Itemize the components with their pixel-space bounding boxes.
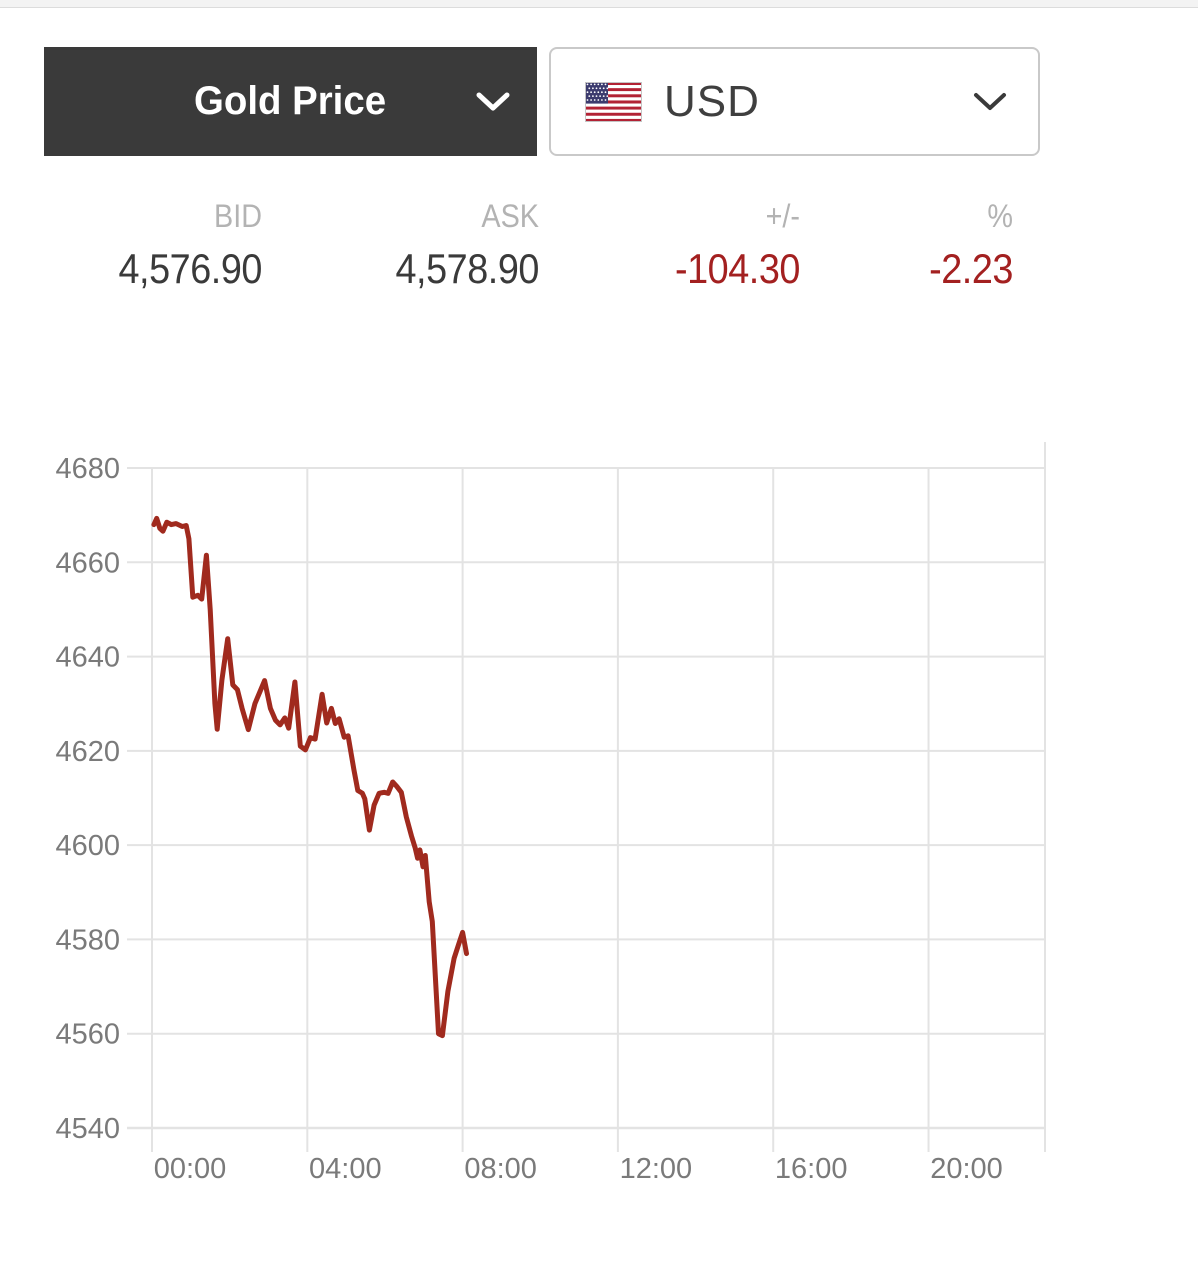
svg-text:4680: 4680 bbox=[55, 453, 120, 485]
price-chart: 4680 4660 4640 4620 4600 4580 4560 4540 00:00 04:… bbox=[55, 442, 1046, 1185]
svg-text:4660: 4660 bbox=[55, 547, 120, 579]
bid-value: 4,576.90 bbox=[118, 245, 262, 292]
svg-text:4580: 4580 bbox=[55, 924, 120, 956]
currency-select-button[interactable]: USD bbox=[549, 47, 1040, 156]
top-strip bbox=[0, 0, 1198, 8]
svg-text:12:00: 12:00 bbox=[620, 1153, 693, 1185]
svg-text:20:00: 20:00 bbox=[930, 1153, 1003, 1185]
ask-column: ASK 4,578.90 bbox=[262, 196, 539, 294]
percent-column: % -2.23 bbox=[800, 196, 1013, 294]
svg-text:16:00: 16:00 bbox=[775, 1153, 848, 1185]
ask-label: ASK bbox=[481, 198, 539, 234]
svg-text:4620: 4620 bbox=[55, 736, 120, 768]
metal-select-label: Gold Price bbox=[194, 79, 387, 123]
change-value: -104.30 bbox=[674, 245, 801, 292]
metal-select-button[interactable]: Gold Price bbox=[44, 47, 537, 156]
svg-text:00:00: 00:00 bbox=[154, 1153, 227, 1185]
chevron-down-icon bbox=[476, 92, 510, 110]
bid-label: BID bbox=[213, 198, 262, 234]
change-label: +/- bbox=[765, 198, 800, 234]
quote-row: BID 4,576.90 ASK 4,578.90 +/- -104.30 % … bbox=[44, 196, 1013, 294]
change-column: +/- -104.30 bbox=[539, 196, 801, 294]
svg-text:4600: 4600 bbox=[55, 830, 120, 862]
percent-label: % bbox=[987, 198, 1013, 234]
bid-column: BID 4,576.90 bbox=[44, 196, 262, 294]
us-flag-icon bbox=[585, 81, 642, 122]
ask-value: 4,578.90 bbox=[395, 245, 539, 292]
currency-code-label: USD bbox=[664, 76, 760, 126]
percent-value: -2.23 bbox=[929, 245, 1013, 292]
svg-text:08:00: 08:00 bbox=[464, 1153, 537, 1185]
svg-text:4640: 4640 bbox=[55, 642, 120, 674]
svg-text:4560: 4560 bbox=[55, 1019, 120, 1051]
svg-text:04:00: 04:00 bbox=[309, 1153, 382, 1185]
svg-text:4540: 4540 bbox=[55, 1113, 120, 1145]
chevron-down-icon bbox=[974, 92, 1006, 110]
